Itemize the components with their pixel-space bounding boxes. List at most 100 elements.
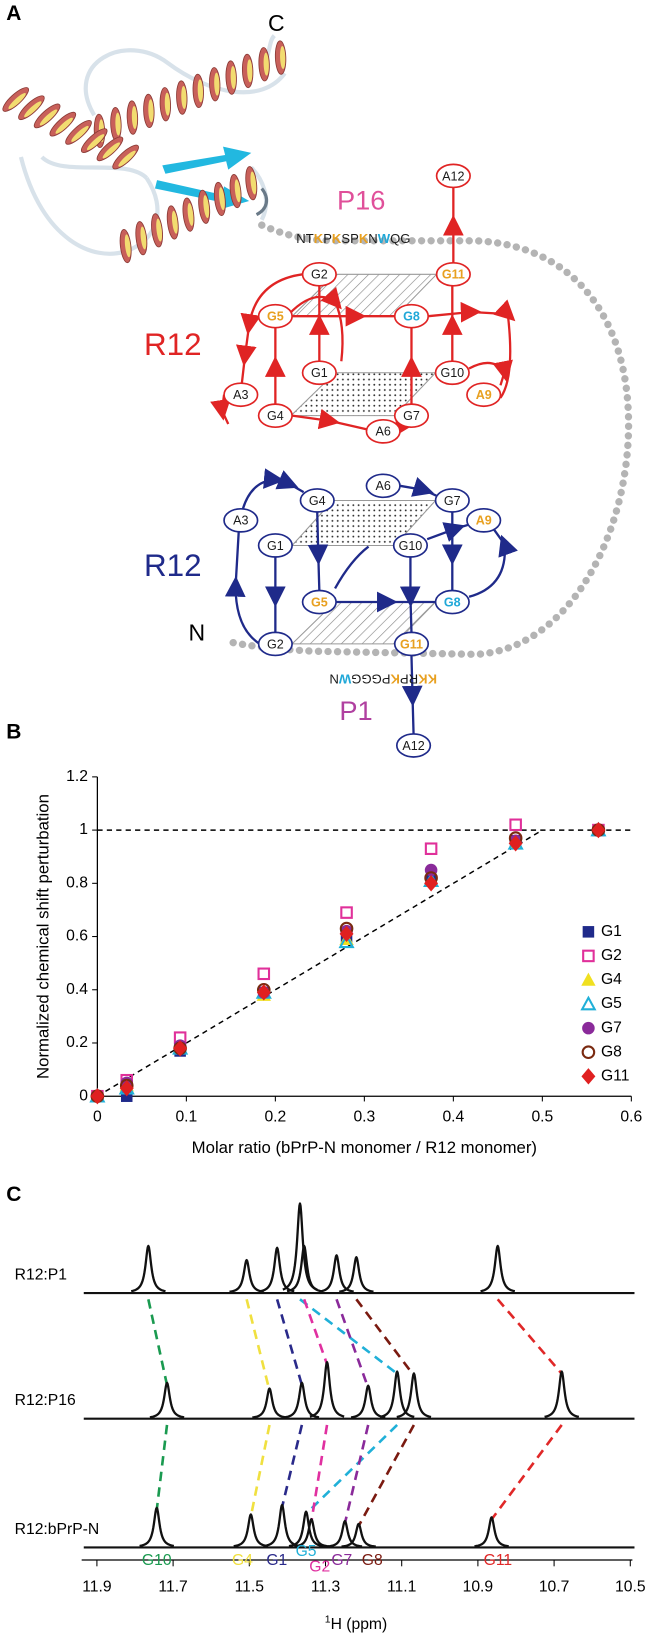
- quadruplex-label: R12: [144, 548, 202, 583]
- legend-symbol: [582, 926, 595, 938]
- legend-label: G8: [601, 1043, 622, 1060]
- assignment-link: [299, 1298, 398, 1375]
- helix-inner: [118, 150, 136, 167]
- quadruplex-label: R12: [144, 327, 202, 362]
- nucleotide: [223, 382, 259, 408]
- residue: RP: [400, 671, 418, 686]
- residue: K: [390, 671, 400, 686]
- peak: [340, 1522, 377, 1548]
- peak: [286, 1244, 322, 1293]
- nucleotide-label: G7: [444, 494, 461, 508]
- nucleotide-label: G8: [403, 310, 420, 324]
- loop: [255, 187, 269, 217]
- x-tick-label: 11.1: [387, 1578, 416, 1595]
- point: [257, 967, 271, 981]
- figure-body: A C N: [2, 2, 646, 1633]
- peak: [138, 1506, 175, 1548]
- helix-inner: [148, 99, 154, 123]
- nucleotide-label: G10: [440, 366, 464, 380]
- strand: [399, 557, 421, 633]
- peptide-name: P16: [337, 184, 385, 215]
- reference-line: [96, 829, 543, 1097]
- y-tick-label: 0: [79, 1087, 88, 1104]
- nucleotide: [257, 533, 293, 558]
- assignment-link: [302, 1298, 329, 1365]
- point: [339, 925, 354, 943]
- point: [424, 842, 438, 856]
- x-tick-label: 11.5: [235, 1578, 265, 1595]
- x-tick-label: 0: [93, 1108, 102, 1125]
- peak: [293, 1518, 330, 1548]
- residue: K: [314, 231, 324, 246]
- x-tick-label: 0.3: [353, 1108, 375, 1125]
- nucleotide-label: A6: [376, 425, 391, 439]
- x-tick-label: 10.9: [463, 1578, 494, 1595]
- panel-label: B: [6, 720, 21, 743]
- nucleotide-label: G1: [311, 366, 328, 380]
- nucleotide: [301, 261, 337, 287]
- peak: [543, 1370, 580, 1418]
- nucleotide: [434, 488, 470, 513]
- helix-inner: [187, 202, 194, 226]
- peak: [318, 1254, 355, 1293]
- nucleotide-label: G4: [267, 409, 284, 423]
- x-axis-title: 1H (ppm): [325, 1614, 387, 1633]
- nucleotide: [301, 589, 337, 615]
- residue: PGGG: [351, 671, 390, 686]
- x-tick-label: 0.1: [175, 1108, 197, 1125]
- nucleotide-label: G4: [309, 494, 326, 508]
- y-tick-label: 0.8: [66, 874, 88, 891]
- x-tick-label: 11.9: [82, 1578, 111, 1595]
- peak: [233, 1513, 269, 1548]
- residue: N: [329, 671, 338, 686]
- x-tick-label: 0.4: [442, 1108, 464, 1125]
- assignment-link: [355, 1298, 415, 1377]
- nucleotide: [257, 631, 293, 657]
- nucleotide: [393, 303, 430, 329]
- nucleotide-label: A3: [233, 514, 248, 528]
- strand-group: [210, 187, 516, 436]
- assignment-link: [147, 1299, 169, 1386]
- point: [256, 984, 271, 1001]
- nucleotide-label: G10: [399, 539, 423, 553]
- legend-symbol: [581, 1045, 596, 1060]
- nucleotide-label: G2: [311, 268, 328, 282]
- strand: [401, 655, 423, 734]
- assignment-label: G7: [331, 1552, 352, 1569]
- helix-inner: [203, 195, 210, 218]
- peak: [327, 1519, 363, 1548]
- x-tick-label: 10.5: [615, 1578, 646, 1595]
- nucleotide: [223, 508, 259, 533]
- peak: [309, 1360, 345, 1418]
- assignment-label: G8: [362, 1552, 383, 1569]
- assignment-link: [275, 1298, 304, 1386]
- peak: [338, 1256, 375, 1293]
- residue: P: [323, 231, 332, 246]
- helix-inner: [164, 92, 171, 116]
- helix-inner: [247, 59, 253, 83]
- assignment-label: G1: [266, 1552, 287, 1569]
- nucleotide: [435, 261, 471, 287]
- residue: KK: [418, 671, 437, 686]
- assignment-label: G11: [484, 1552, 513, 1569]
- helix-inner: [250, 171, 257, 195]
- strand: [428, 299, 516, 399]
- residue: W: [378, 231, 391, 246]
- x-tick-label: 11.7: [158, 1578, 187, 1595]
- residue: SP: [341, 231, 359, 246]
- point: [424, 875, 439, 892]
- assignment-link: [280, 1424, 304, 1508]
- point: [338, 933, 355, 949]
- y-tick-label: 0.6: [66, 928, 88, 945]
- nucleotide-label: A12: [402, 739, 424, 753]
- residue: QG: [390, 231, 410, 246]
- nucleotide-label: A12: [442, 169, 464, 183]
- helix-inner: [102, 142, 121, 159]
- helix-inner: [115, 112, 121, 136]
- nucleotide: [257, 403, 293, 429]
- peak: [264, 1503, 300, 1547]
- helix-inner: [234, 179, 241, 203]
- legend-symbol: [581, 1068, 596, 1085]
- peak: [130, 1244, 167, 1293]
